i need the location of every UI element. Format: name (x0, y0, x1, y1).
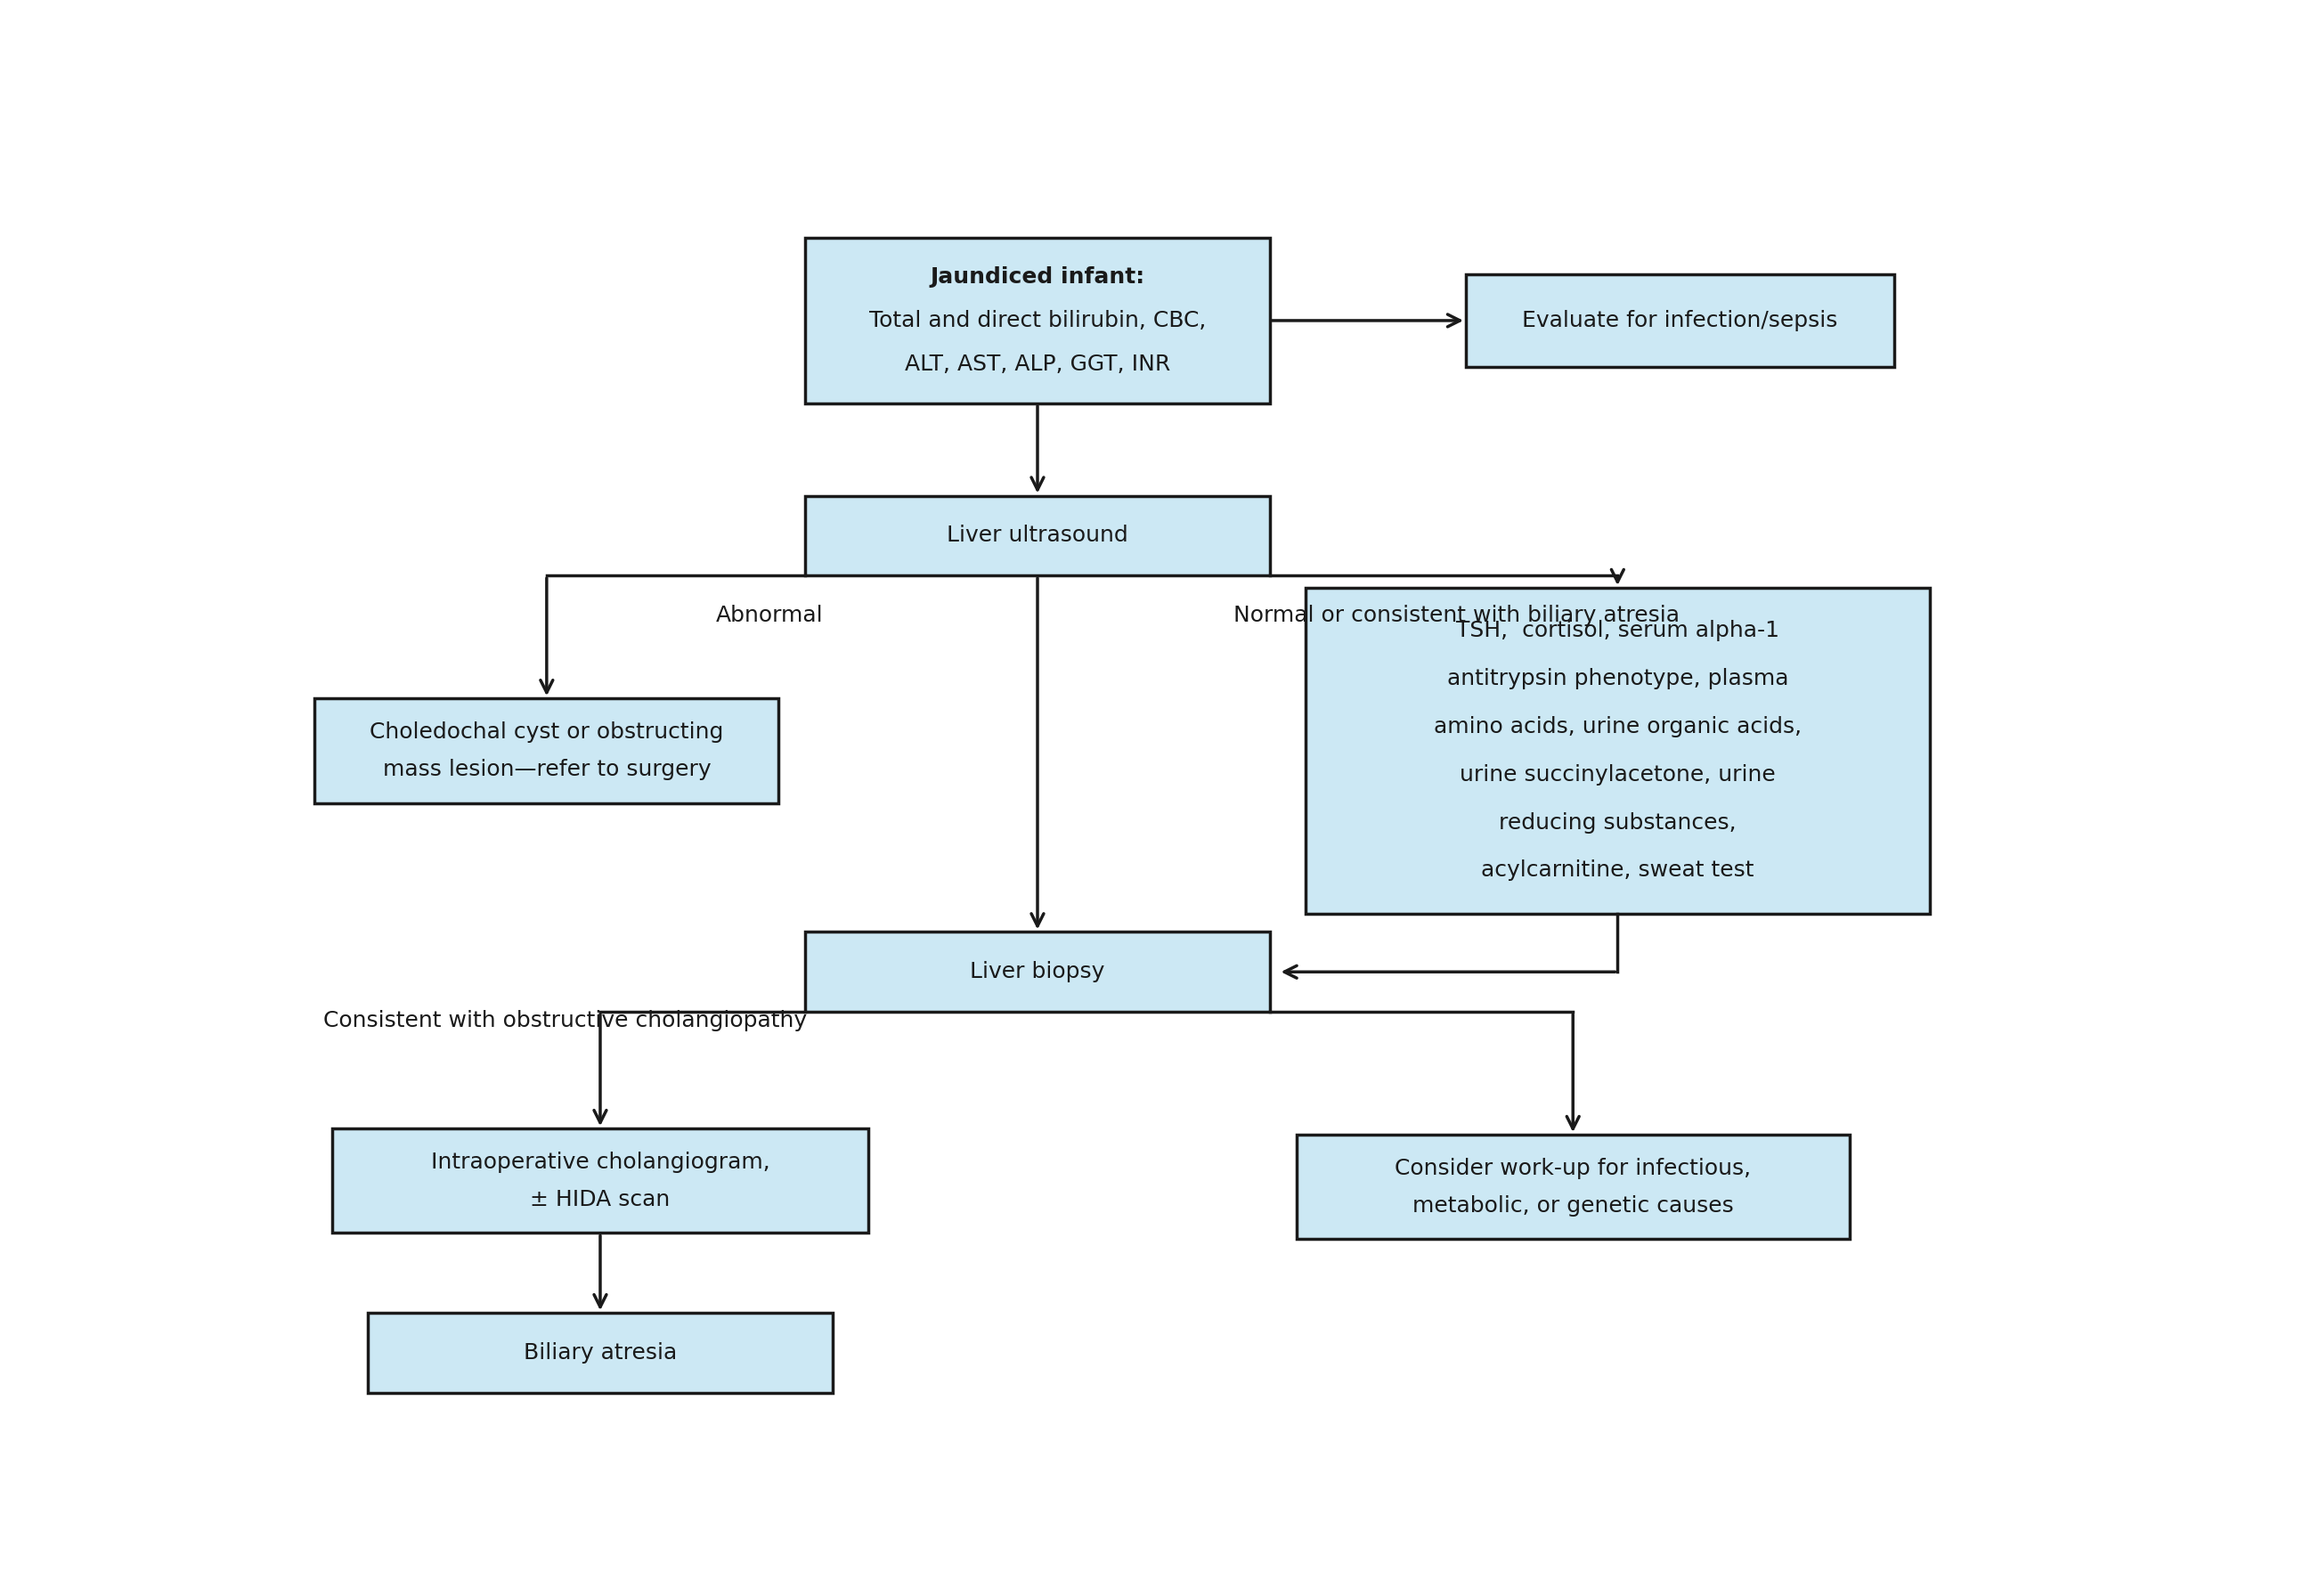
Text: Choledochal cyst or obstructing: Choledochal cyst or obstructing (371, 721, 723, 742)
FancyBboxPatch shape (316, 699, 778, 803)
Text: Normal or consistent with biliary atresia: Normal or consistent with biliary atresi… (1234, 605, 1679, 626)
Text: Intraoperative cholangiogram,: Intraoperative cholangiogram, (431, 1151, 769, 1173)
FancyBboxPatch shape (806, 238, 1269, 404)
Text: Consistent with obstructive cholangiopathy: Consistent with obstructive cholangiopat… (322, 1010, 808, 1031)
Text: metabolic, or genetic causes: metabolic, or genetic causes (1412, 1195, 1734, 1216)
FancyBboxPatch shape (332, 1128, 868, 1234)
Text: Jaundiced infant:: Jaundiced infant: (930, 267, 1145, 287)
Text: Liver ultrasound: Liver ultrasound (947, 525, 1128, 546)
Text: mass lesion—refer to surgery: mass lesion—refer to surgery (382, 758, 712, 780)
FancyBboxPatch shape (368, 1314, 831, 1393)
FancyBboxPatch shape (806, 496, 1269, 576)
Text: Abnormal: Abnormal (716, 605, 824, 626)
Text: Liver biopsy: Liver biopsy (970, 961, 1105, 983)
Text: ALT, AST, ALP, GGT, INR: ALT, AST, ALP, GGT, INR (905, 354, 1170, 375)
Text: reducing substances,: reducing substances, (1499, 812, 1736, 833)
Text: acylcarnitine, sweat test: acylcarnitine, sweat test (1481, 860, 1755, 881)
Text: TSH,  cortisol, serum alpha-1: TSH, cortisol, serum alpha-1 (1455, 621, 1780, 642)
Text: urine succinylacetone, urine: urine succinylacetone, urine (1460, 764, 1776, 785)
FancyBboxPatch shape (1467, 275, 1895, 367)
Text: Evaluate for infection/sepsis: Evaluate for infection/sepsis (1522, 310, 1838, 332)
Text: Total and direct bilirubin, CBC,: Total and direct bilirubin, CBC, (868, 310, 1207, 332)
FancyBboxPatch shape (1297, 1135, 1849, 1238)
Text: Biliary atresia: Biliary atresia (523, 1342, 677, 1363)
Text: amino acids, urine organic acids,: amino acids, urine organic acids, (1432, 717, 1801, 737)
FancyBboxPatch shape (1306, 587, 1930, 913)
Text: Consider work-up for infectious,: Consider work-up for infectious, (1396, 1157, 1750, 1179)
Text: antitrypsin phenotype, plasma: antitrypsin phenotype, plasma (1446, 669, 1789, 689)
FancyBboxPatch shape (806, 932, 1269, 1012)
Text: ± HIDA scan: ± HIDA scan (530, 1189, 670, 1210)
